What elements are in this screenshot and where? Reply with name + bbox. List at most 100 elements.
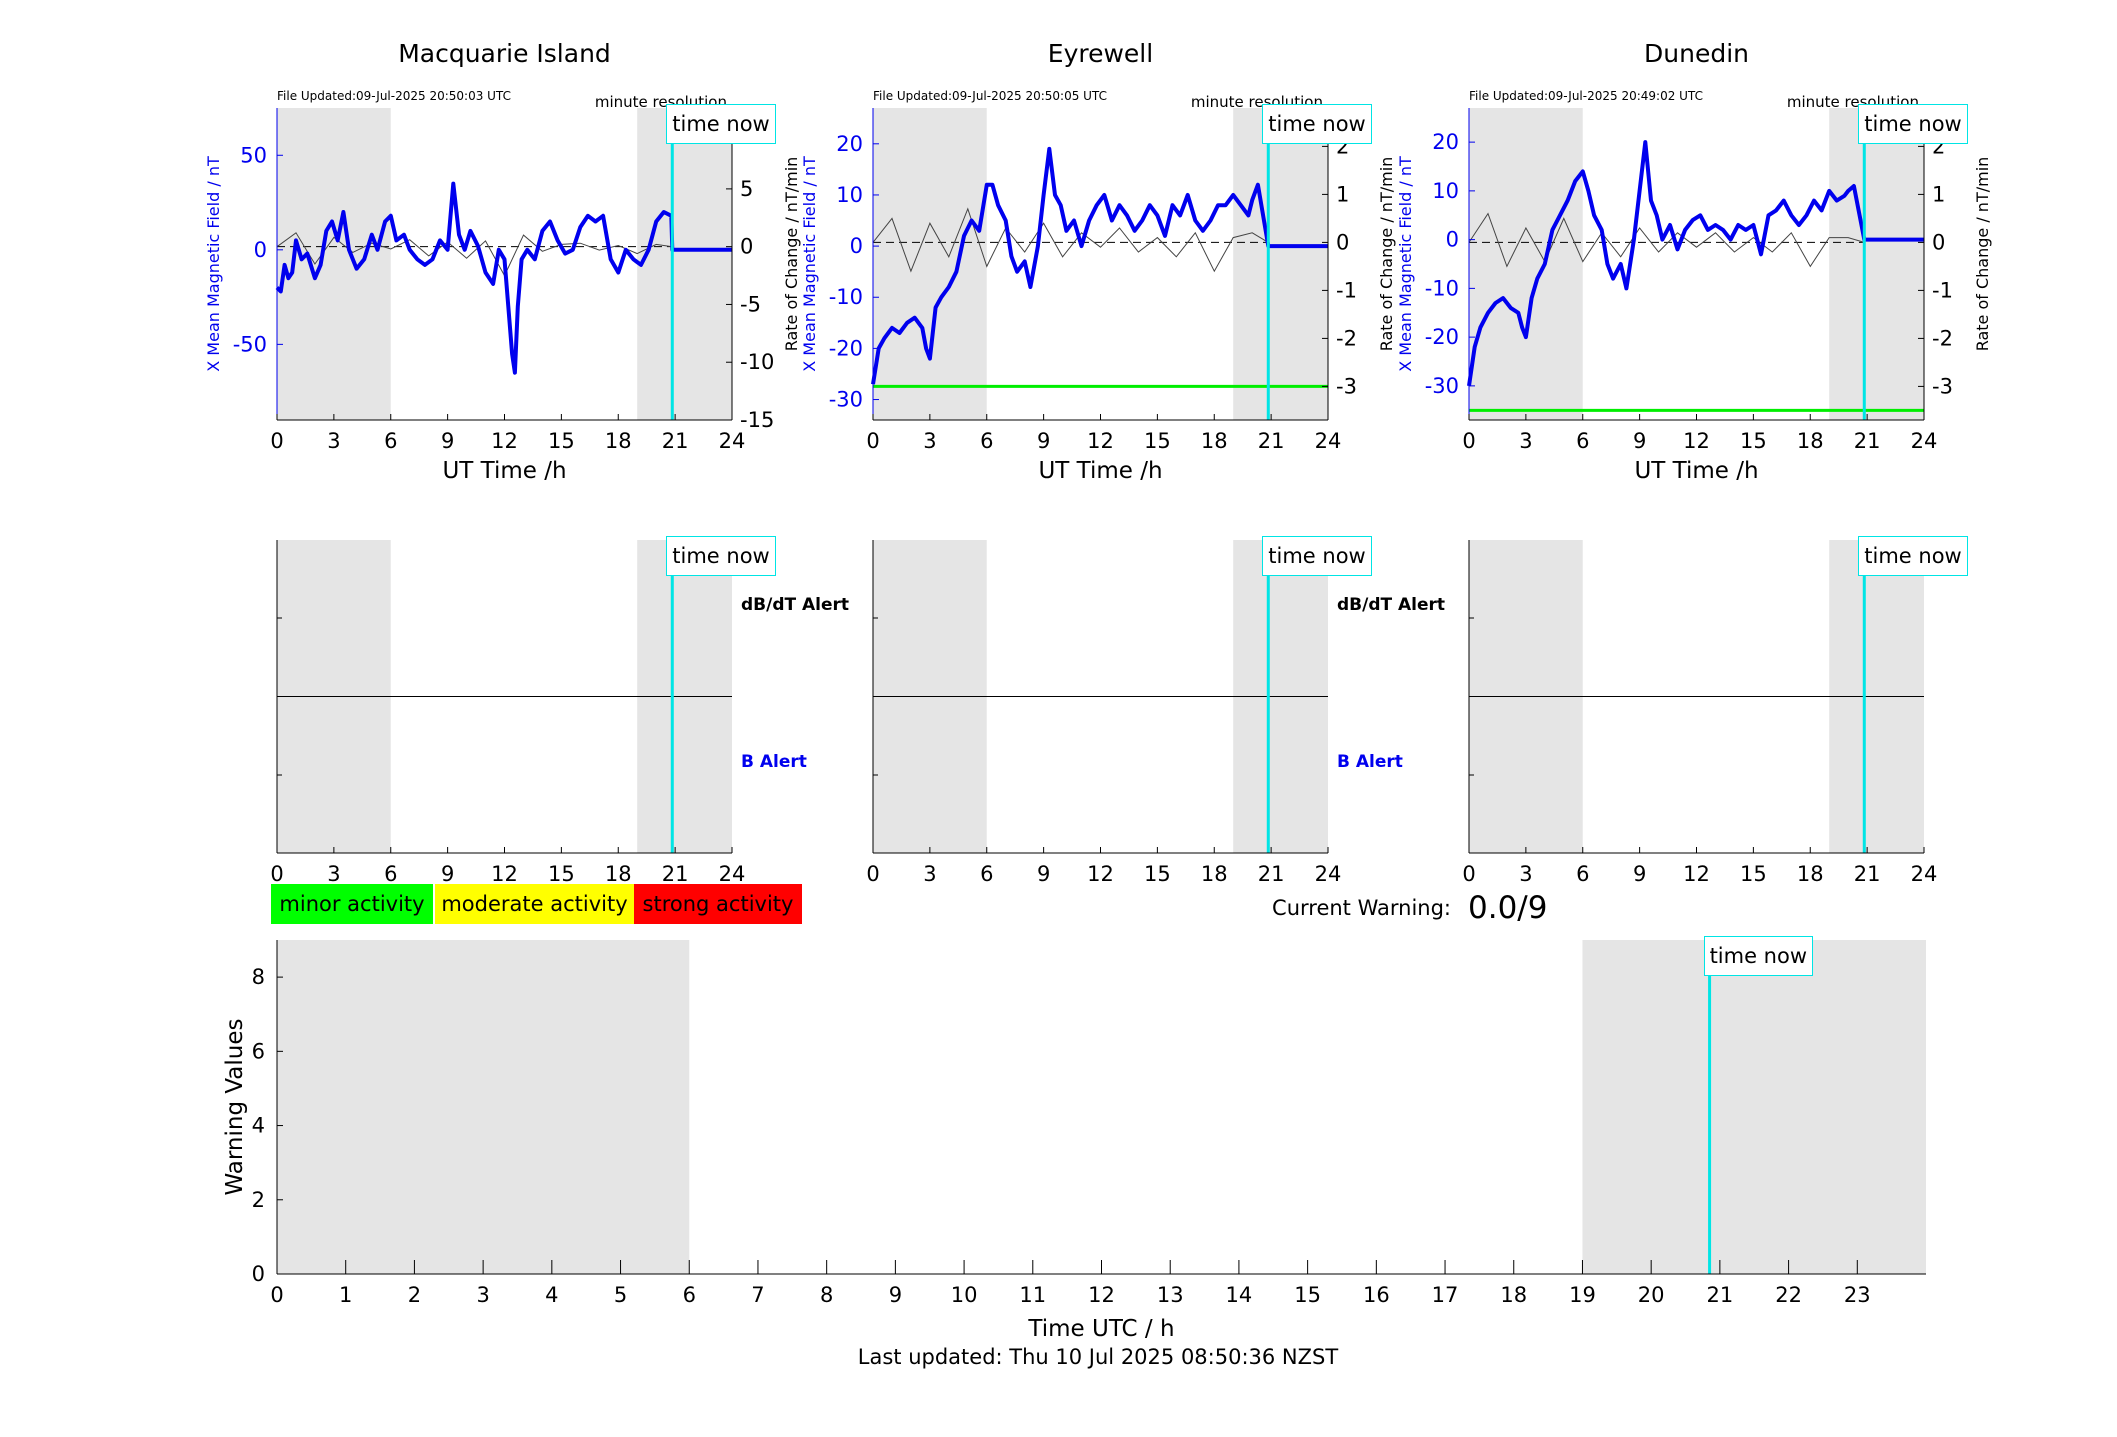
left-y-tick-label: 0 xyxy=(254,238,267,262)
x-tick-label: 6 xyxy=(980,862,993,886)
x-tick-label: 6 xyxy=(384,429,397,453)
x-tick-label: 18 xyxy=(1797,862,1824,886)
right-y-tick-label: -2 xyxy=(1336,326,1357,350)
night-band xyxy=(277,108,391,420)
left-y-tick-label: -10 xyxy=(829,285,863,309)
b-alert-label: B Alert xyxy=(1337,752,1403,772)
x-tick-label: 21 xyxy=(1258,429,1285,453)
right-y-tick-label: 1 xyxy=(1336,182,1349,206)
magnetic-field-line xyxy=(1467,140,1924,387)
x-tick-label: 0 xyxy=(1462,429,1475,453)
x-tick-label: 23 xyxy=(1844,1283,1871,1307)
x-tick-label: 18 xyxy=(1500,1283,1527,1307)
y-tick-label: 8 xyxy=(252,965,265,989)
x-tick-label: 0 xyxy=(866,429,879,453)
magnetic-field-line xyxy=(871,146,1328,385)
x-tick-label: 21 xyxy=(1854,429,1881,453)
x-tick-label: 3 xyxy=(1519,862,1532,886)
alert-panels: 0 3 6 9 12 15 18 21 24 dB/dT Alert B Alert 0 3 6 9 12 15… xyxy=(270,540,1937,886)
station-panel: Dunedin File Updated:09-Jul-2025 20:49:02… xyxy=(1396,39,1992,484)
y-tick-label: 2 xyxy=(252,1188,265,1212)
dbdt-alert-label: dB/dT Alert xyxy=(741,595,849,615)
x-tick-label: 0 xyxy=(270,1283,283,1307)
left-y-tick-label: -10 xyxy=(1425,276,1459,300)
right-y-tick-label: 1 xyxy=(1932,182,1945,206)
x-tick-label: 4 xyxy=(545,1283,558,1307)
station-panel: Eyrewell File Updated:09-Jul-2025 20:50:0… xyxy=(800,39,1396,484)
x-tick-label: 9 xyxy=(441,862,454,886)
x-tick-label: 0 xyxy=(1462,862,1475,886)
x-tick-label: 9 xyxy=(1037,862,1050,886)
right-y-tick-label: -3 xyxy=(1336,374,1357,398)
x-tick-label: 6 xyxy=(384,862,397,886)
station-title: Eyrewell xyxy=(1048,39,1153,68)
left-y-tick-label: 20 xyxy=(1432,130,1459,154)
rate-of-change-line xyxy=(1468,212,1865,268)
x-tick-label: 15 xyxy=(1740,862,1767,886)
x-tick-label: 6 xyxy=(1576,429,1589,453)
current-warning-label: Current Warning: xyxy=(1272,896,1451,920)
right-y-axis-label: Rate of Change / nT/min xyxy=(1973,157,1992,352)
night-band xyxy=(277,940,690,1274)
legend-minor-activity: minor activity xyxy=(271,884,433,924)
time-now-label: time now xyxy=(1262,104,1372,144)
right-y-tick-label: -2 xyxy=(1932,326,1953,350)
x-tick-label: 3 xyxy=(327,429,340,453)
station-title: Dunedin xyxy=(1644,39,1749,68)
x-tick-label: 18 xyxy=(605,429,632,453)
time-now-label: time now xyxy=(666,536,776,576)
alert-panel: 0 3 6 9 12 15 18 21 24 dB/dT Alert B Alert xyxy=(866,540,1445,886)
left-y-tick-label: -20 xyxy=(1425,325,1459,349)
x-tick-label: 12 xyxy=(1683,429,1710,453)
x-tick-label: 24 xyxy=(719,429,746,453)
left-y-tick-label: -30 xyxy=(1425,374,1459,398)
x-tick-label: 12 xyxy=(491,429,518,453)
x-tick-label: 21 xyxy=(1258,862,1285,886)
x-tick-label: 3 xyxy=(923,429,936,453)
night-band xyxy=(1582,940,1926,1274)
x-tick-label: 3 xyxy=(476,1283,489,1307)
x-tick-label: 9 xyxy=(1633,862,1646,886)
x-tick-label: 21 xyxy=(662,862,689,886)
x-tick-label: 20 xyxy=(1638,1283,1665,1307)
night-band xyxy=(1829,108,1924,420)
legend-strong-activity: strong activity xyxy=(634,884,802,924)
x-tick-label: 12 xyxy=(1087,429,1114,453)
right-y-tick-label: -1 xyxy=(1932,278,1953,302)
last-updated-text: Last updated: Thu 10 Jul 2025 08:50:36 N… xyxy=(858,1345,1339,1369)
left-y-tick-label: 50 xyxy=(240,143,267,167)
left-y-tick-label: 0 xyxy=(850,234,863,258)
left-y-tick-label: -20 xyxy=(829,336,863,360)
x-tick-label: 12 xyxy=(491,862,518,886)
time-now-label: time now xyxy=(1262,536,1372,576)
x-tick-label: 9 xyxy=(889,1283,902,1307)
x-tick-label: 10 xyxy=(951,1283,978,1307)
time-now-label: time now xyxy=(1858,536,1968,576)
rate-of-change-line xyxy=(872,207,1269,273)
x-tick-label: 24 xyxy=(1911,862,1938,886)
x-tick-label: 15 xyxy=(1294,1283,1321,1307)
x-tick-label: 18 xyxy=(1201,429,1228,453)
dbdt-alert-label: dB/dT Alert xyxy=(1337,595,1445,615)
file-updated-text: File Updated:09-Jul-2025 20:49:02 UTC xyxy=(1469,89,1703,103)
left-y-tick-label: 20 xyxy=(836,132,863,156)
x-tick-label: 3 xyxy=(923,862,936,886)
x-tick-label: 6 xyxy=(683,1283,696,1307)
x-tick-label: 22 xyxy=(1775,1283,1802,1307)
x-tick-label: 18 xyxy=(1201,862,1228,886)
x-tick-label: 3 xyxy=(1519,429,1532,453)
x-tick-label: 24 xyxy=(719,862,746,886)
file-updated-text: File Updated:09-Jul-2025 20:50:03 UTC xyxy=(277,89,511,103)
station-panel: Macquarie Island File Updated:09-Jul-2025… xyxy=(204,39,801,484)
time-now-label: time now xyxy=(666,104,776,144)
x-tick-label: 15 xyxy=(1740,429,1767,453)
x-tick-label: 18 xyxy=(605,862,632,886)
time-now-label: time now xyxy=(1858,104,1968,144)
x-tick-label: 0 xyxy=(270,862,283,886)
alert-panel: 0 3 6 9 12 15 18 21 24 xyxy=(1462,540,1937,886)
x-tick-label: 12 xyxy=(1087,862,1114,886)
night-band xyxy=(1233,108,1328,420)
y-tick-label: 0 xyxy=(252,1262,265,1286)
x-tick-label: 15 xyxy=(1144,862,1171,886)
x-tick-label: 0 xyxy=(866,862,879,886)
